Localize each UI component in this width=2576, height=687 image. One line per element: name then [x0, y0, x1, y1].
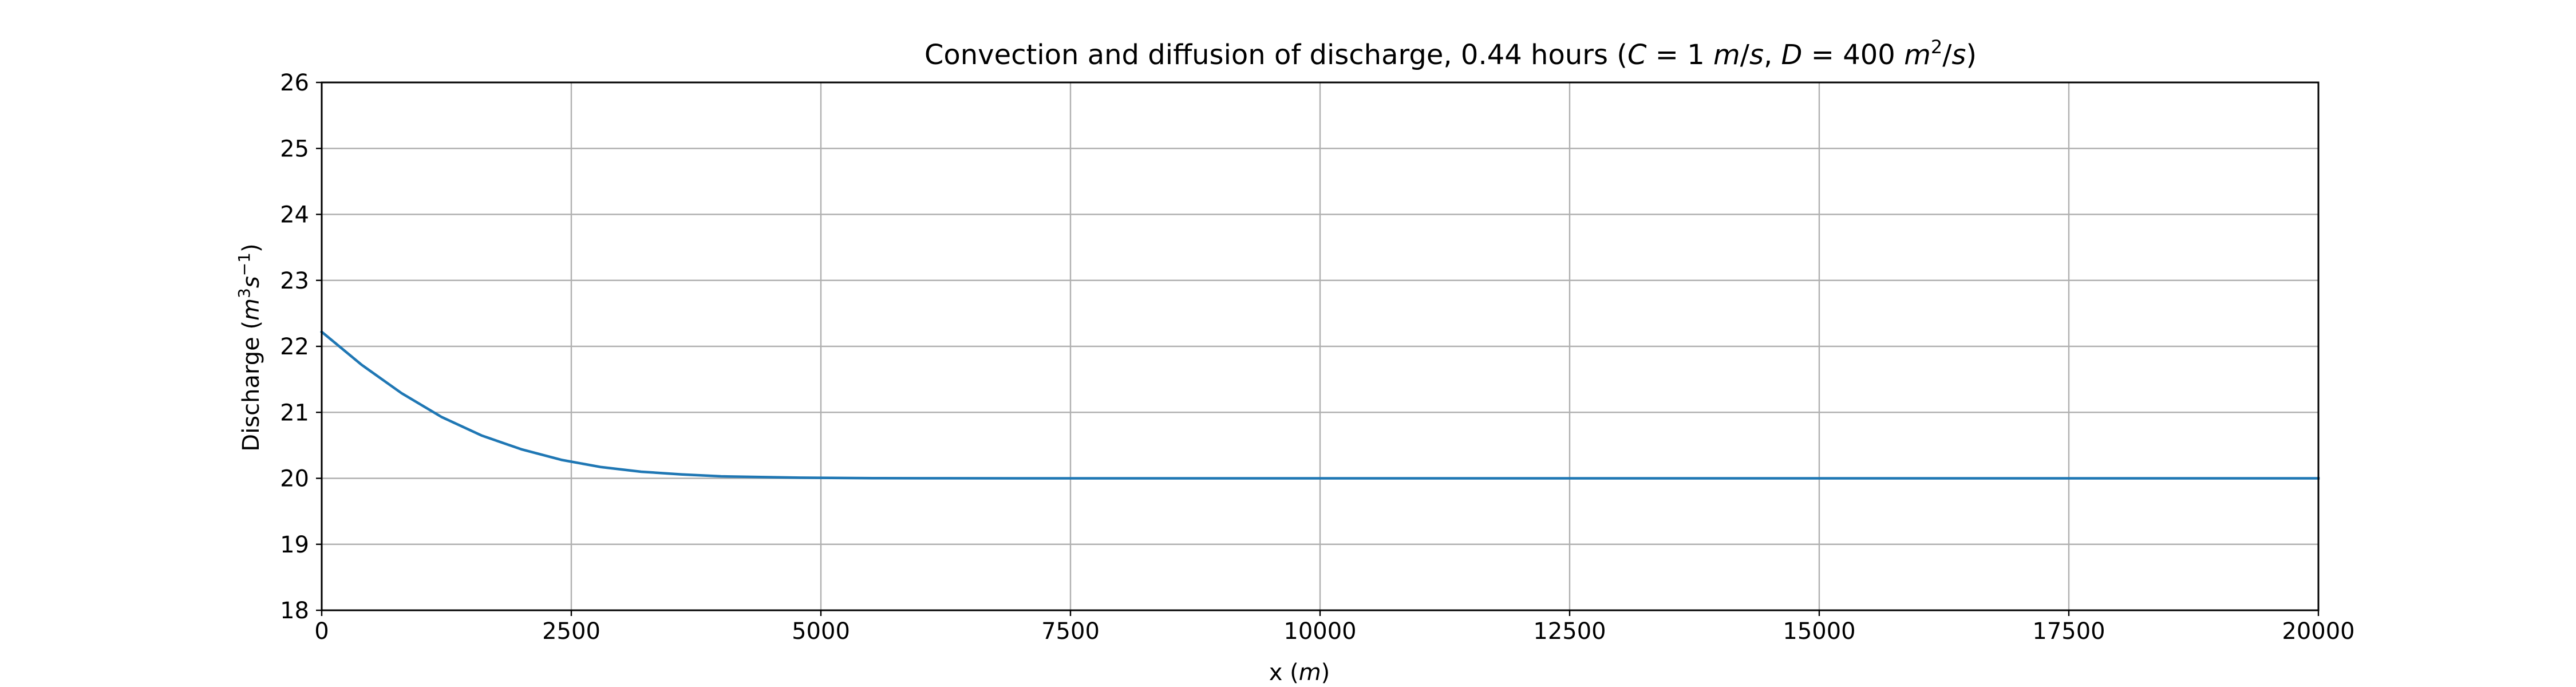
x-tick-label: 5000 [792, 618, 850, 645]
x-tick-label: 7500 [1041, 618, 1100, 645]
y-tick-label: 24 [280, 202, 309, 228]
y-tick-label: 26 [280, 70, 309, 96]
series-line-0 [319, 330, 2320, 480]
y-tick-label: 25 [280, 136, 309, 162]
y-tick-label: 20 [280, 466, 309, 492]
chart-title: Convection and diffusion of discharge, 0… [924, 36, 1977, 71]
x-tick-label: 2500 [542, 618, 600, 645]
series-layer [319, 330, 2320, 480]
x-tick-label: 10000 [1283, 618, 1356, 645]
axis-ticks: 0 2500 5000 7500 10000 12500 15000 17500 20000 18… [280, 70, 2355, 645]
y-tick-label: 21 [280, 400, 309, 426]
y-tick-label: 23 [280, 268, 309, 294]
x-tick-label: 12500 [1533, 618, 1606, 645]
y-tick-label: 22 [280, 334, 309, 360]
x-axis-label: x (m) [1269, 660, 1330, 686]
x-tick-label: 17500 [2032, 618, 2105, 645]
x-tick-label: 0 [314, 618, 329, 645]
y-axis-label: Discharge (m3s−1) [235, 243, 265, 451]
x-tick-label: 15000 [1783, 618, 1855, 645]
y-tick-label: 18 [280, 598, 309, 624]
x-tick-label: 20000 [2282, 618, 2354, 645]
y-tick-label: 19 [280, 532, 309, 558]
